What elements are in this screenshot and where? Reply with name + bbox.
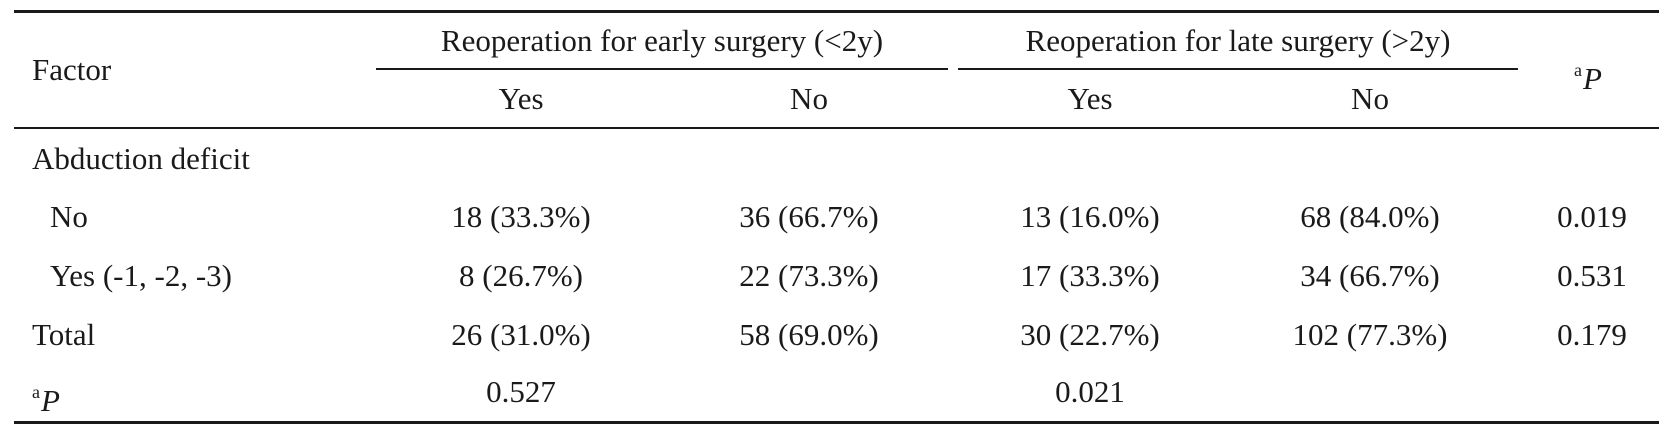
group-late-underline [958, 68, 1518, 70]
top-rule [14, 10, 1659, 13]
cell-early-no: 22 (73.3%) [739, 258, 879, 293]
cell-p-value: 0.179 [1557, 317, 1627, 352]
cell-late-no: 68 (84.0%) [1300, 199, 1440, 234]
section-label: Abduction deficit [32, 141, 250, 176]
cell-late-yes: 17 (33.3%) [1020, 258, 1160, 293]
cell-early-no: 58 (69.0%) [739, 317, 879, 352]
header-early-no: No [790, 81, 828, 116]
row-label: No [50, 199, 88, 234]
footer-late-p: 0.021 [1055, 374, 1125, 409]
header-early-yes: Yes [498, 81, 544, 116]
row-label: Yes (-1, -2, -3) [50, 258, 232, 293]
cell-p-value: 0.019 [1557, 199, 1627, 234]
header-group-early: Reoperation for early surgery (<2y) [440, 23, 884, 58]
group-early-underline [376, 68, 948, 70]
cell-late-no: 34 (66.7%) [1300, 258, 1440, 293]
cell-early-yes: 8 (26.7%) [459, 258, 583, 293]
cell-late-yes: 13 (16.0%) [1020, 199, 1160, 234]
row-label: Total [32, 317, 96, 352]
cell-late-no: 102 (77.3%) [1292, 317, 1448, 352]
bottom-rule [14, 421, 1659, 424]
header-p-value: aP [1574, 60, 1602, 96]
header-late-yes: Yes [1067, 81, 1113, 116]
cell-early-no: 36 (66.7%) [739, 199, 879, 234]
cell-early-yes: 26 (31.0%) [451, 317, 591, 352]
header-bottom-rule [14, 127, 1659, 129]
cell-late-yes: 30 (22.7%) [1020, 317, 1160, 352]
cell-early-yes: 18 (33.3%) [451, 199, 591, 234]
header-group-late: Reoperation for late surgery (>2y) [1025, 23, 1451, 58]
footer-early-p: 0.527 [486, 374, 556, 409]
cell-p-value: 0.531 [1557, 258, 1627, 293]
header-factor: Factor [32, 52, 112, 87]
header-late-no: No [1351, 81, 1389, 116]
footer-p-label: aP [32, 382, 60, 418]
